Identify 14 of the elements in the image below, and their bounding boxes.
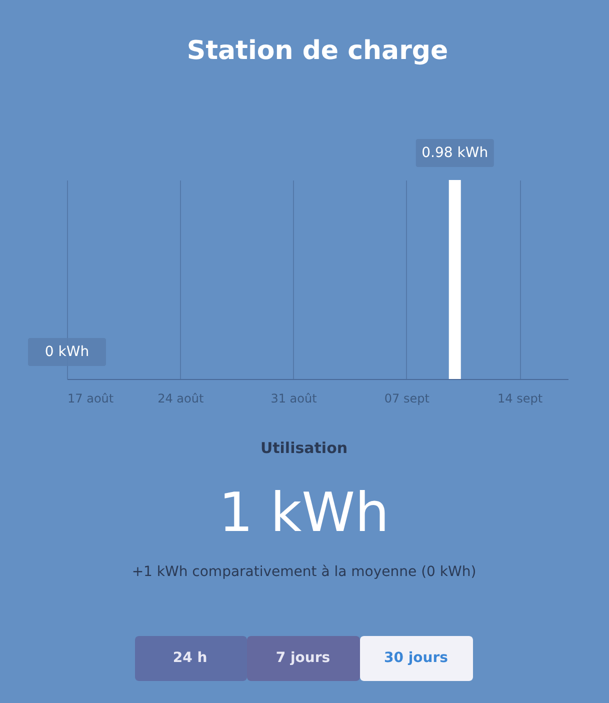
text: 30 jours — [384, 650, 448, 666]
data-label: 0.98 kWh — [422, 145, 488, 161]
x-tick-label: 24 août — [158, 392, 204, 406]
text: Utilisation — [260, 439, 348, 457]
data-label: 0 kWh — [44, 344, 90, 360]
x-tick-label: 07 sept — [384, 392, 430, 406]
x-tick-label: 17 août — [68, 392, 114, 406]
text: +1 kWh comparativement à la moyenne (0 kWh) — [132, 564, 476, 580]
text: 1 kWh — [218, 481, 390, 544]
text: 24 h — [172, 650, 208, 666]
chart-title: Station de charge — [186, 36, 448, 66]
x-tick-label: 31 août — [270, 392, 318, 406]
text: 7 jours — [276, 650, 330, 666]
x-tick-label: 14 sept — [497, 392, 543, 406]
